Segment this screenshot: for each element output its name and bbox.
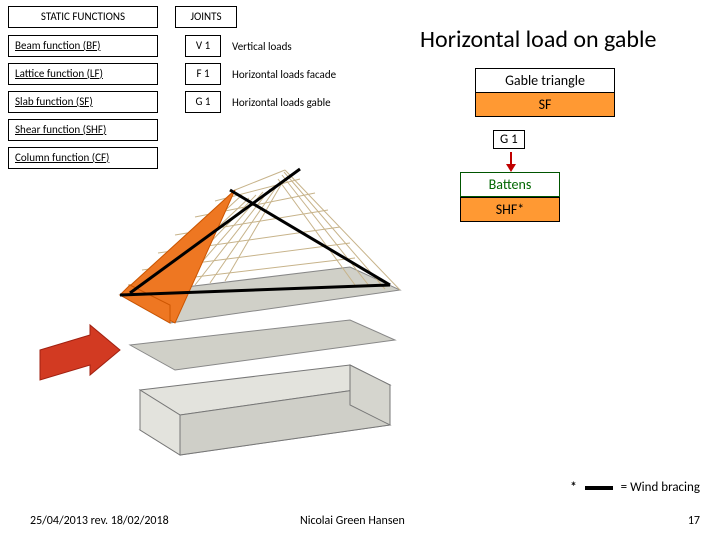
legend-bar: [585, 486, 613, 490]
func-sf: Slab function (SF): [8, 91, 158, 113]
label-gable-triangle: Gable triangle: [475, 68, 615, 93]
page-title: Horizontal load on gable: [420, 25, 656, 54]
desc-g1: Horizontal loads gable: [232, 96, 331, 109]
header-static-functions: STATIC FUNCTIONS: [8, 6, 158, 28]
label-shf: SHF*: [460, 197, 560, 222]
wind-arrow-icon: [40, 325, 120, 380]
joint-v1: V 1: [185, 35, 221, 57]
legend-wind-bracing: * = Wind bracing: [570, 480, 700, 495]
desc-v1: Vertical loads: [232, 40, 292, 53]
header-joints: JOINTS: [175, 6, 237, 28]
joint-f1: F 1: [185, 63, 221, 85]
house-illustration: [20, 135, 460, 465]
footer-right: 17: [688, 514, 700, 528]
footer-left: 25/04/2013 rev. 18/02/2018: [30, 514, 169, 528]
legend-star: *: [570, 480, 576, 495]
label-sf: SF: [475, 92, 615, 117]
footer-center: Nicolai Green Hansen: [300, 514, 405, 528]
func-lf: Lattice function (LF): [8, 63, 158, 85]
joint-g1: G 1: [185, 91, 221, 113]
arrow-g1: [510, 152, 512, 166]
legend-text: = Wind bracing: [621, 480, 700, 495]
func-bf: Beam function (BF): [8, 35, 158, 57]
label-battens: Battens: [460, 172, 560, 197]
desc-f1: Horizontal loads facade: [232, 68, 336, 81]
label-g1: G 1: [493, 130, 525, 149]
